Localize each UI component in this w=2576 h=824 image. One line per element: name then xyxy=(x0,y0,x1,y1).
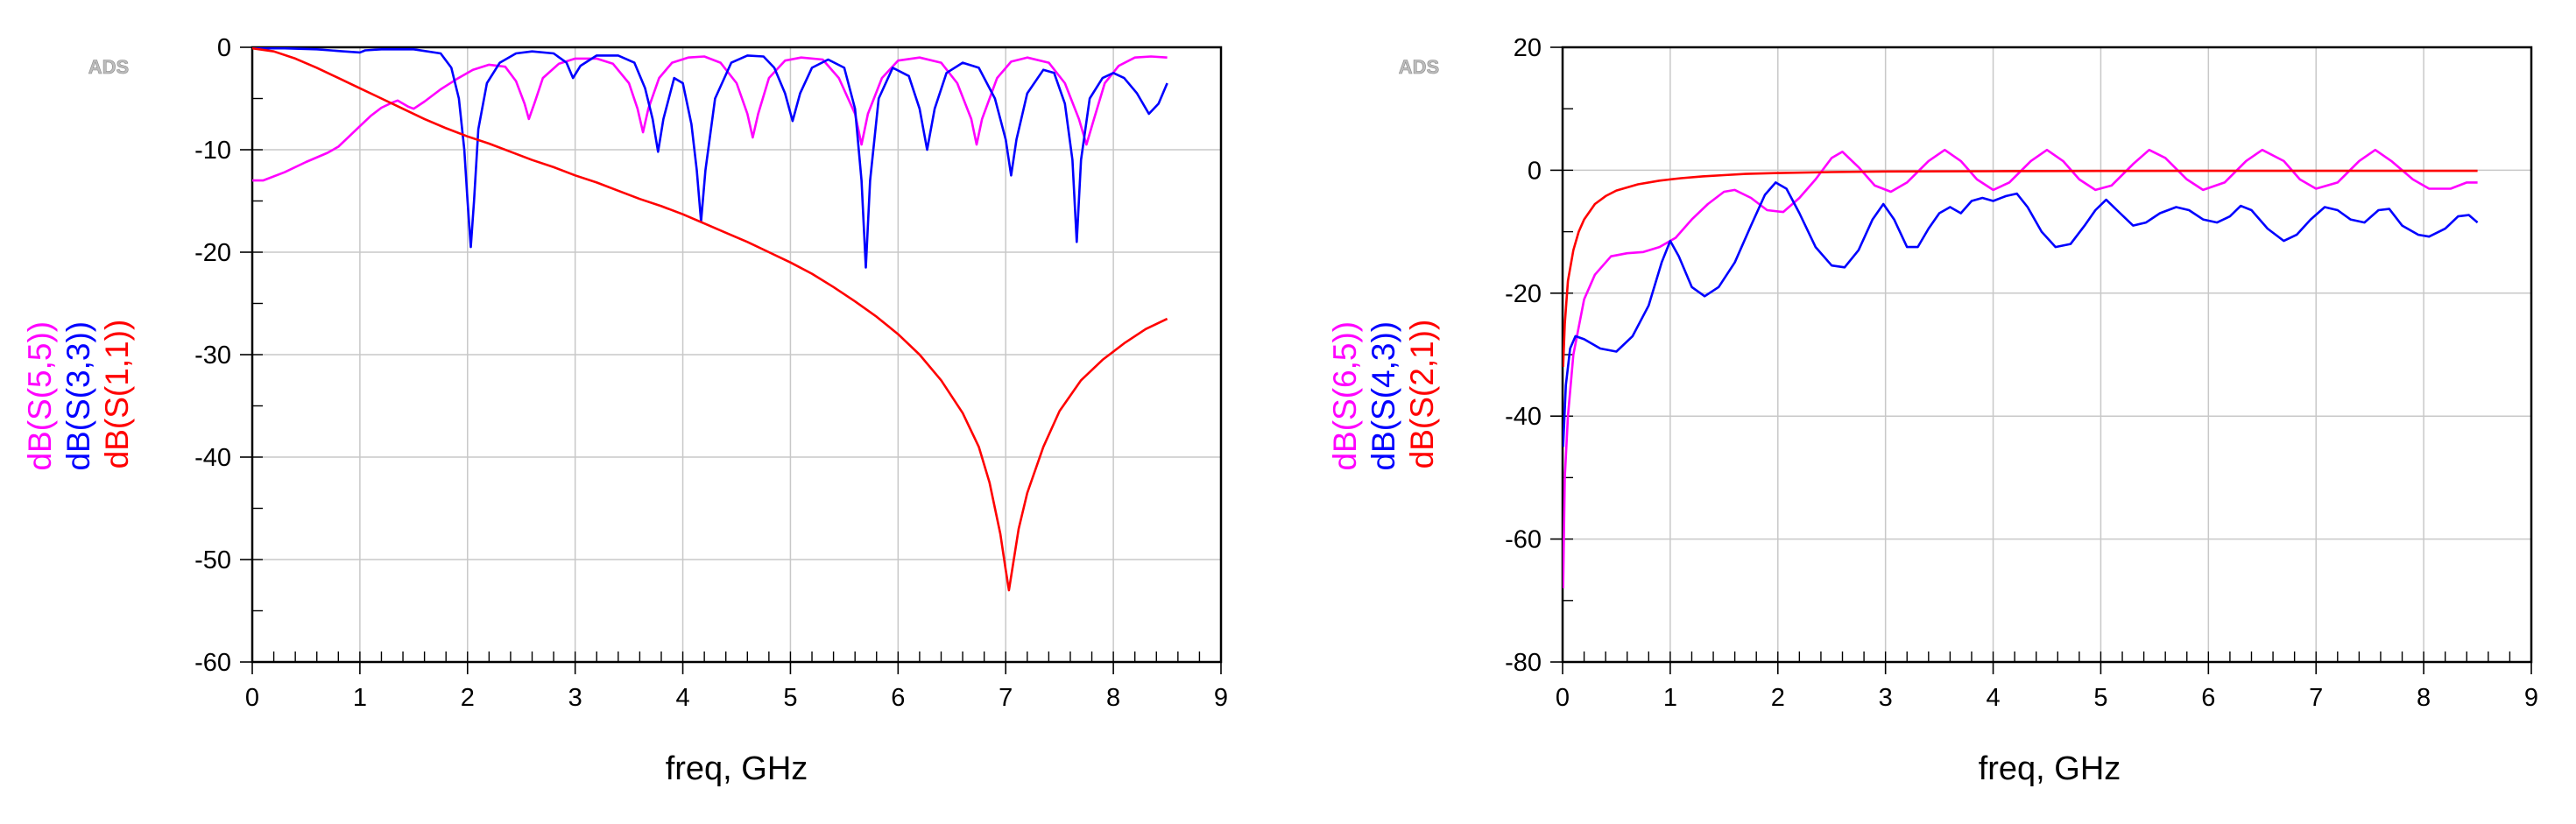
x-tick-label: 3 xyxy=(568,684,582,712)
series-line-1 xyxy=(252,47,1168,269)
x-tick-label: 7 xyxy=(999,684,1013,712)
x-tick-label: 0 xyxy=(1556,684,1570,712)
x-tick-label: 6 xyxy=(2201,684,2215,712)
y-tick-label: 0 xyxy=(217,34,231,62)
y-label-series-1: dB(S(3,3)) xyxy=(60,321,96,471)
x-tick-label: 4 xyxy=(675,684,689,712)
x-tick-label: 3 xyxy=(1879,684,1893,712)
y-tick-label: 0 xyxy=(1528,157,1542,185)
x-tick-label: 8 xyxy=(2417,684,2431,712)
x-tick-label: 2 xyxy=(461,684,475,712)
y-label-series-1: dB(S(4,3)) xyxy=(1366,321,1401,471)
y-tick-label: -60 xyxy=(1505,526,1542,554)
y-tick-label: 20 xyxy=(1514,34,1542,62)
ads-logo: ADS xyxy=(1399,56,1439,78)
series-line-2 xyxy=(252,47,1168,592)
ads-logo: ADS xyxy=(88,56,129,78)
plot-frame xyxy=(1561,46,2533,664)
x-axis-title: freq, GHz xyxy=(666,750,808,787)
y-tick-label: -50 xyxy=(194,546,231,574)
series-group xyxy=(252,47,1168,592)
x-tick-label: 2 xyxy=(1771,684,1785,712)
x-tick-label: 5 xyxy=(783,684,797,712)
x-tick-label: 8 xyxy=(1106,684,1120,712)
plot-frame xyxy=(251,46,1223,664)
x-tick-label: 9 xyxy=(2524,684,2538,712)
y-tick-label: -60 xyxy=(194,649,231,677)
plot-area: 0 1 2 3 4 5 6 7 8 9 0 -10 -20 -30 -40 -50 -60 xyxy=(194,34,1228,712)
x-tick-label: 1 xyxy=(353,684,367,712)
y-tick-label: -30 xyxy=(194,342,231,370)
series-line-0 xyxy=(1563,148,2478,588)
series-line-1 xyxy=(1563,181,2479,447)
y-label-series-0: dB(S(6,5)) xyxy=(1327,321,1363,471)
x-tick-label: 9 xyxy=(1214,684,1228,712)
series-line-2 xyxy=(1563,169,2478,368)
x-tick-label: 1 xyxy=(1663,684,1677,712)
y-tick-label: -40 xyxy=(194,444,231,472)
series-line-0 xyxy=(252,55,1168,182)
y-axis-title: dB(S(6,5)) dB(S(4,3)) dB(S(2,1)) xyxy=(1327,317,1440,470)
x-tick-label: 5 xyxy=(2093,684,2107,712)
y-tick-label: -20 xyxy=(194,239,231,267)
y-tick-label: -80 xyxy=(1505,649,1542,677)
y-label-series-2: dB(S(1,1)) xyxy=(99,320,135,469)
y-tick-label: -40 xyxy=(1505,403,1542,431)
series-group xyxy=(1563,148,2479,588)
y-label-series-0: dB(S(5,5)) xyxy=(22,321,58,471)
x-tick-label: 7 xyxy=(2309,684,2323,712)
x-tick-label: 4 xyxy=(1986,684,2000,712)
y-axis-title: dB(S(5,5)) dB(S(3,3)) dB(S(1,1)) xyxy=(22,317,135,470)
y-label-series-2: dB(S(2,1)) xyxy=(1404,320,1440,469)
chart-left: 0 1 2 3 4 5 6 7 8 9 0 -10 -20 -30 -40 -50 -60 ADS freq, … xyxy=(22,34,1228,787)
x-tick-label: 6 xyxy=(891,684,905,712)
plot-area: 0 1 2 3 4 5 6 7 8 9 20 0 -20 -40 -60 -80 xyxy=(1505,34,2538,712)
x-axis-title: freq, GHz xyxy=(1979,750,2121,787)
y-tick-label: -10 xyxy=(194,137,231,165)
x-tick-label: 0 xyxy=(245,684,259,712)
y-tick-label: -20 xyxy=(1505,280,1542,308)
